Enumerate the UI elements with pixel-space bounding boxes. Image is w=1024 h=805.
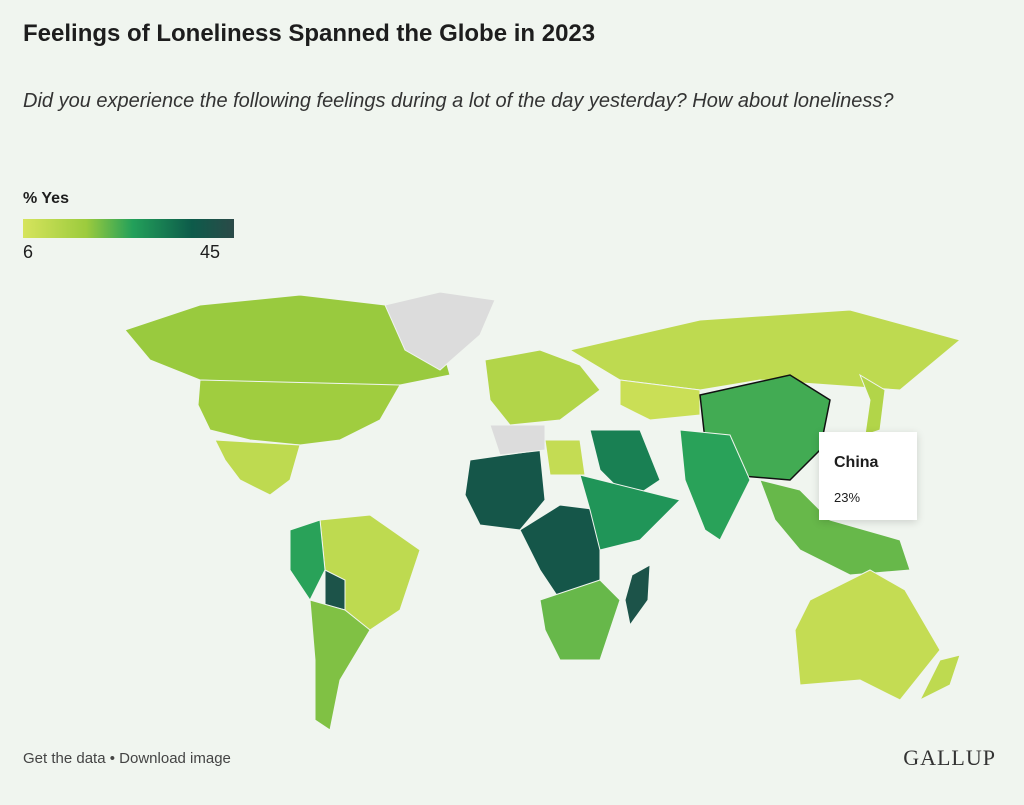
get-data-link[interactable]: Get the data <box>23 750 106 767</box>
region-united-states[interactable] <box>197 379 401 446</box>
footer-separator: • <box>109 750 115 767</box>
legend-title: % Yes <box>23 190 69 207</box>
legend-min-label: 6 <box>23 242 34 262</box>
world-map[interactable] <box>0 280 1024 740</box>
chart-subtitle: Did you experience the following feeling… <box>23 90 894 112</box>
tooltip-value: 23% <box>834 490 861 505</box>
region-west-africa[interactable] <box>464 449 546 531</box>
region-argentina[interactable] <box>309 599 371 731</box>
region-southeast-asia[interactable] <box>759 479 911 576</box>
region-canada[interactable] <box>124 294 451 386</box>
region-east-africa[interactable] <box>579 474 681 551</box>
region-algeria[interactable] <box>489 424 546 456</box>
legend-color-scale <box>23 219 234 238</box>
region-new-zealand[interactable] <box>918 654 961 702</box>
region-egypt[interactable] <box>544 439 586 476</box>
region-india[interactable] <box>679 429 751 541</box>
region-saudi-arabia[interactable] <box>589 429 661 501</box>
region-peru[interactable] <box>289 519 326 601</box>
region-madagascar[interactable] <box>624 564 651 627</box>
tooltip-country: China <box>834 454 879 471</box>
gallup-logo: GALLUP <box>903 745 996 770</box>
region-russia[interactable] <box>568 309 962 391</box>
footer: Get the data • Download image <box>23 750 231 767</box>
region-mexico[interactable] <box>214 439 301 496</box>
region-southern-africa[interactable] <box>539 579 621 661</box>
chart-title: Feelings of Loneliness Spanned the Globe… <box>23 20 596 47</box>
region-greenland[interactable] <box>384 291 496 371</box>
legend-max-label: 45 <box>200 242 221 262</box>
region-australia[interactable] <box>794 569 941 701</box>
tooltip: China 23% <box>819 432 917 520</box>
region-kazakhstan[interactable] <box>619 379 701 421</box>
region-western-europe[interactable] <box>484 349 601 426</box>
download-image-link[interactable]: Download image <box>119 750 231 767</box>
